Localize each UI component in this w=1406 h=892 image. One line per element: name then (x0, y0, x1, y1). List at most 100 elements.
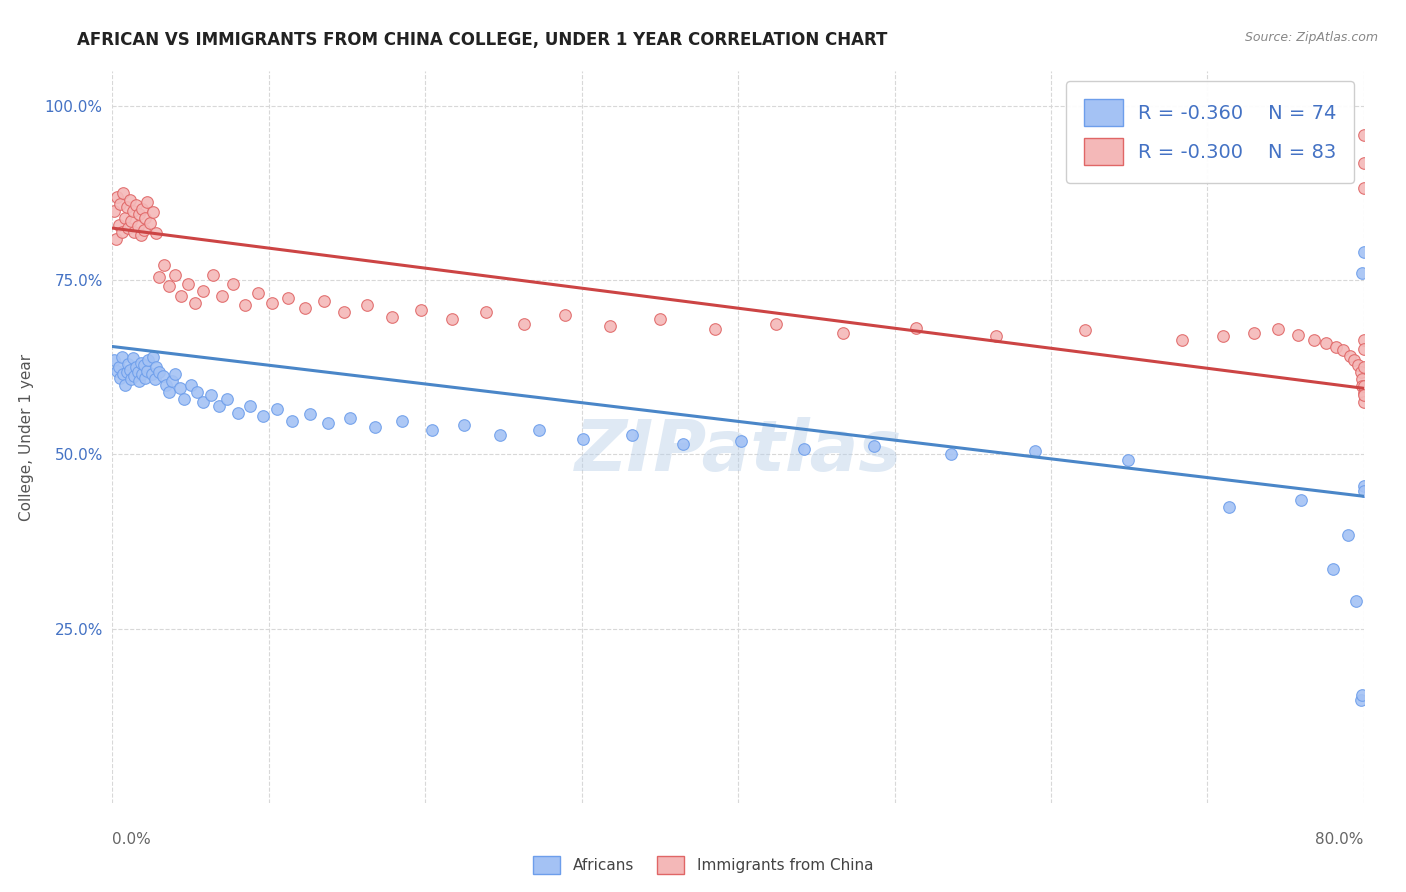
Text: Source: ZipAtlas.com: Source: ZipAtlas.com (1244, 31, 1378, 45)
Point (318, 416, 340, 430)
Point (260, 295, 283, 310)
Point (110, 371, 132, 385)
Point (128, 207, 150, 221)
Point (1351, 688, 1374, 702)
Point (193, 284, 215, 298)
Point (1074, 324, 1097, 338)
Point (127, 365, 149, 379)
Point (170, 288, 193, 302)
Point (103, 353, 125, 368)
Point (333, 304, 356, 318)
Point (1353, 245, 1375, 260)
Point (132, 359, 155, 373)
Point (986, 329, 1008, 343)
Point (312, 294, 335, 309)
Point (208, 399, 231, 413)
Point (1353, 360, 1375, 375)
Point (1353, 379, 1375, 393)
Point (124, 225, 146, 239)
Point (114, 211, 136, 225)
Point (153, 258, 176, 272)
Point (104, 231, 127, 245)
Point (107, 218, 129, 232)
Point (105, 364, 128, 378)
Point (475, 304, 498, 318)
Point (252, 409, 274, 424)
Point (1351, 372, 1374, 386)
Point (129, 355, 152, 369)
Point (200, 388, 222, 402)
Point (298, 407, 321, 421)
Point (1218, 500, 1240, 514)
Point (1243, 326, 1265, 340)
Point (118, 193, 141, 207)
Point (143, 372, 166, 386)
Point (157, 279, 180, 293)
Point (277, 291, 299, 305)
Point (105, 190, 128, 204)
Text: 0.0%: 0.0% (112, 832, 152, 847)
Point (1350, 365, 1372, 379)
Point (163, 368, 186, 382)
Point (1212, 329, 1234, 343)
Point (1322, 562, 1344, 576)
Point (103, 203, 125, 218)
Point (127, 219, 149, 233)
Point (793, 442, 815, 456)
Point (905, 320, 928, 334)
Point (939, 448, 962, 462)
Point (117, 357, 139, 371)
Point (111, 225, 134, 239)
Point (1333, 343, 1355, 357)
Point (1116, 453, 1139, 467)
Point (730, 434, 752, 448)
Point (765, 317, 787, 331)
Point (1339, 349, 1361, 363)
Point (620, 428, 643, 442)
Point (356, 298, 378, 312)
Point (186, 384, 208, 399)
Point (239, 399, 262, 413)
Point (120, 214, 142, 228)
Point (155, 377, 177, 392)
Point (193, 395, 215, 409)
Point (117, 221, 139, 235)
Legend: Africans, Immigrants from China: Africans, Immigrants from China (527, 850, 879, 880)
Point (1353, 388, 1375, 402)
Point (1347, 359, 1369, 373)
Point (226, 406, 249, 420)
Point (222, 277, 245, 291)
Text: AFRICAN VS IMMIGRANTS FROM CHINA COLLEGE, UNDER 1 YEAR CORRELATION CHART: AFRICAN VS IMMIGRANTS FROM CHINA COLLEGE… (77, 31, 887, 49)
Point (132, 223, 155, 237)
Point (112, 186, 135, 201)
Point (1315, 336, 1337, 351)
Point (118, 362, 141, 376)
Point (599, 318, 621, 333)
Point (440, 311, 463, 326)
Point (129, 228, 152, 243)
Point (112, 368, 135, 382)
Point (1302, 333, 1324, 347)
Point (139, 216, 162, 230)
Point (529, 423, 551, 437)
Point (453, 418, 475, 433)
Point (1286, 327, 1309, 342)
Point (142, 205, 165, 219)
Point (111, 350, 134, 364)
Point (142, 350, 165, 364)
Point (863, 439, 886, 453)
Point (489, 428, 512, 442)
Point (1353, 128, 1375, 143)
Point (121, 351, 143, 366)
Point (703, 322, 725, 336)
Point (135, 195, 157, 210)
Point (1171, 333, 1194, 347)
Point (141, 368, 163, 382)
Point (135, 364, 157, 378)
Point (1291, 492, 1313, 507)
Point (1351, 379, 1374, 393)
Point (1353, 479, 1375, 493)
Point (1344, 594, 1367, 608)
Point (120, 372, 142, 386)
Point (110, 196, 132, 211)
